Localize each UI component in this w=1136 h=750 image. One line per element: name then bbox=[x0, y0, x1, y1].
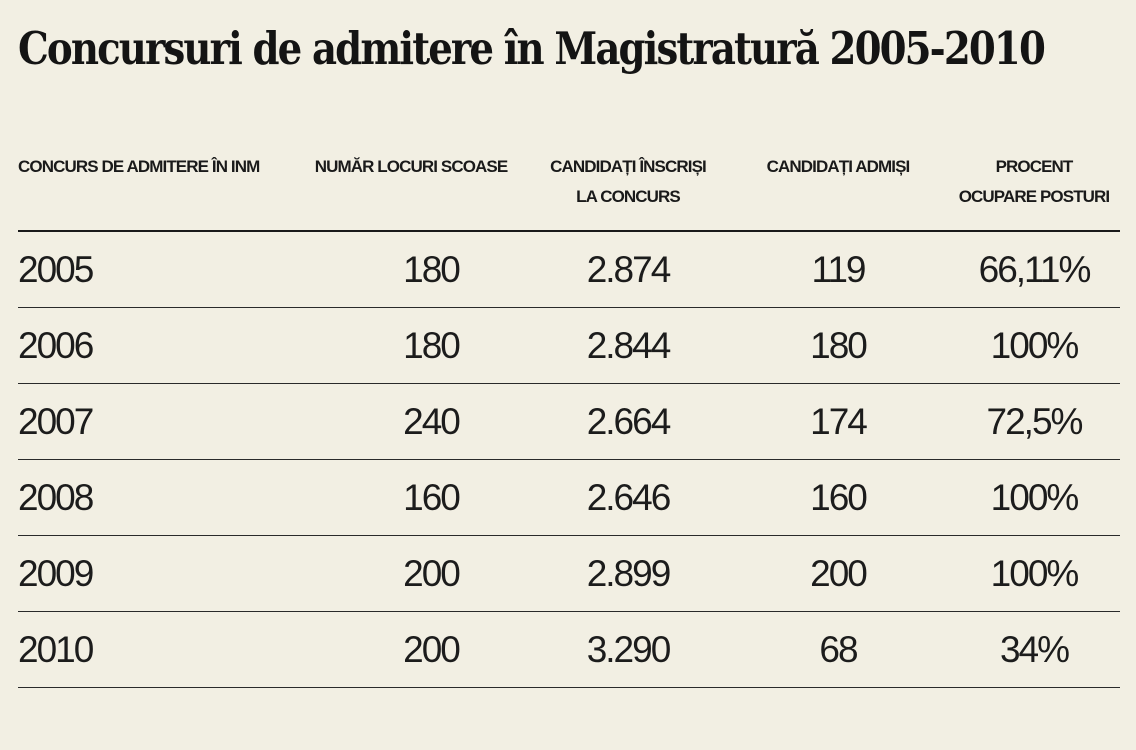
cell-year: 2007 bbox=[18, 401, 94, 442]
cell-inscrisi: 3.290 bbox=[586, 629, 672, 670]
cell-year: 2010 bbox=[18, 629, 94, 670]
column-header-line: PROCENT bbox=[995, 157, 1074, 176]
table-row: 2008 160 2.646 160 100% bbox=[18, 460, 1120, 536]
data-table: CONCURS DE ADMITERE ÎN INM NUMĂR LOCURI … bbox=[18, 146, 1120, 688]
cell-year: 2009 bbox=[18, 553, 94, 594]
cell-locuri: 240 bbox=[403, 401, 461, 442]
cell-procent: 72,5% bbox=[986, 401, 1084, 442]
table-row: 2007 240 2.664 174 72,5% bbox=[18, 384, 1120, 460]
column-header-procent: PROCENT OCUPARE POSTURI bbox=[948, 152, 1120, 212]
cell-procent: 66,11% bbox=[978, 249, 1092, 290]
chart-title: Concursuri de admitere în Magistratură 2… bbox=[18, 22, 1046, 75]
cell-inscrisi: 2.899 bbox=[586, 553, 672, 594]
cell-locuri: 160 bbox=[403, 477, 461, 518]
table-row: 2005 180 2.874 119 66,11% bbox=[18, 232, 1120, 308]
column-header-line: CANDIDAȚI ADMIȘI bbox=[766, 157, 911, 176]
cell-locuri: 180 bbox=[403, 249, 461, 290]
column-header-locuri: NUMĂR LOCURI SCOASE bbox=[306, 152, 516, 182]
column-header-admisi: CANDIDAȚI ADMIȘI bbox=[753, 152, 923, 182]
column-header-line: CANDIDAȚI ÎNSCRIȘI bbox=[550, 157, 707, 176]
column-header-inscrisi: CANDIDAȚI ÎNSCRIȘI LA CONCURS bbox=[538, 152, 718, 212]
cell-year: 2008 bbox=[18, 477, 94, 518]
cell-admisi: 119 bbox=[811, 249, 867, 290]
cell-admisi: 160 bbox=[810, 477, 868, 518]
table-row: 2009 200 2.899 200 100% bbox=[18, 536, 1120, 612]
column-header-line: LA CONCURS bbox=[576, 187, 681, 206]
cell-procent: 100% bbox=[990, 553, 1080, 594]
cell-procent: 100% bbox=[990, 325, 1080, 366]
column-header-line: CONCURS DE ADMITERE ÎN INM bbox=[18, 157, 260, 176]
cell-admisi: 200 bbox=[810, 553, 868, 594]
table-row: 2006 180 2.844 180 100% bbox=[18, 308, 1120, 384]
column-header-line: OCUPARE POSTURI bbox=[958, 187, 1110, 206]
table-row: 2010 200 3.290 68 34% bbox=[18, 612, 1120, 688]
cell-admisi: 180 bbox=[810, 325, 868, 366]
cell-admisi: 68 bbox=[819, 629, 858, 670]
cell-procent: 34% bbox=[999, 629, 1070, 670]
cell-locuri: 200 bbox=[403, 629, 461, 670]
cell-year: 2006 bbox=[18, 325, 94, 366]
cell-admisi: 174 bbox=[810, 401, 868, 442]
cell-procent: 100% bbox=[990, 477, 1080, 518]
cell-year: 2005 bbox=[18, 249, 94, 290]
column-header-concurs: CONCURS DE ADMITERE ÎN INM bbox=[18, 152, 298, 182]
column-header-line: NUMĂR LOCURI SCOASE bbox=[314, 157, 508, 176]
cell-inscrisi: 2.646 bbox=[586, 477, 672, 518]
cell-inscrisi: 2.664 bbox=[586, 401, 672, 442]
cell-locuri: 200 bbox=[403, 553, 461, 594]
cell-inscrisi: 2.874 bbox=[586, 249, 672, 290]
cell-locuri: 180 bbox=[403, 325, 461, 366]
cell-inscrisi: 2.844 bbox=[586, 325, 672, 366]
table-header: CONCURS DE ADMITERE ÎN INM NUMĂR LOCURI … bbox=[18, 146, 1120, 232]
